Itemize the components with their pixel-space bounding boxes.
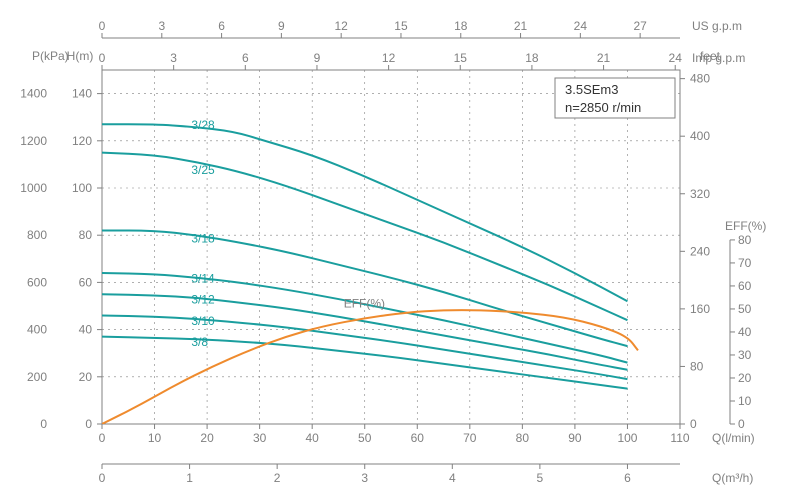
x-tick-imp: 21 (597, 51, 611, 65)
curve-label: 3/28 (191, 118, 215, 132)
x-tick-imp: 18 (525, 51, 539, 65)
y-label-hm: H(m) (67, 49, 94, 63)
y-tick-feet: 0 (690, 417, 697, 431)
y-tick-kpa: 1400 (20, 87, 47, 101)
y-label-eff: EFF(%) (725, 219, 766, 233)
x-tick-qlmin: 0 (99, 431, 106, 445)
x-tick-m3h: 3 (361, 471, 368, 485)
x-tick-qlmin: 80 (516, 431, 530, 445)
x-tick-m3h: 0 (99, 471, 106, 485)
y-label-kpa: P(kPa) (32, 49, 69, 63)
y-tick-feet: 480 (690, 72, 710, 86)
x-tick-us: 12 (334, 19, 348, 33)
y-tick-eff: 80 (738, 233, 752, 247)
y-tick-hm: 40 (79, 323, 93, 337)
y-tick-eff: 10 (738, 394, 752, 408)
x-tick-us: 3 (158, 19, 165, 33)
x-tick-m3h: 5 (537, 471, 544, 485)
x-tick-imp: 0 (99, 51, 106, 65)
x-tick-imp: 15 (454, 51, 468, 65)
y-tick-feet: 240 (690, 244, 710, 258)
x-tick-us: 24 (574, 19, 588, 33)
curve-label: 3/18 (191, 231, 215, 245)
pump-performance-chart: 0102030405060708090100110Q(l/min)0204060… (0, 0, 800, 503)
y-tick-hm: 80 (79, 228, 93, 242)
y-tick-eff: 60 (738, 279, 752, 293)
x-tick-imp: 12 (382, 51, 396, 65)
y-tick-kpa: 1200 (20, 134, 47, 148)
x-tick-imp: 9 (314, 51, 321, 65)
x-tick-qlmin: 50 (358, 431, 372, 445)
y-tick-eff: 0 (738, 417, 745, 431)
y-tick-hm: 60 (79, 275, 93, 289)
x-tick-qlmin: 40 (306, 431, 320, 445)
y-tick-hm: 100 (72, 181, 92, 195)
y-tick-kpa: 1000 (20, 181, 47, 195)
x-tick-qlmin: 20 (200, 431, 214, 445)
x-tick-imp: 24 (669, 51, 683, 65)
x-tick-us: 9 (278, 19, 285, 33)
x-tick-qlmin: 30 (253, 431, 267, 445)
x-tick-qlmin: 90 (568, 431, 582, 445)
y-tick-eff: 40 (738, 325, 752, 339)
y-tick-feet: 160 (690, 302, 710, 316)
x-tick-us: 15 (394, 19, 408, 33)
x-tick-us: 18 (454, 19, 468, 33)
x-tick-imp: 6 (242, 51, 249, 65)
y-tick-kpa: 400 (27, 323, 47, 337)
y-tick-kpa: 600 (27, 275, 47, 289)
x-label-imp: Imp g.p.m (692, 51, 745, 65)
x-tick-us: 0 (99, 19, 106, 33)
y-tick-kpa: 200 (27, 370, 47, 384)
y-tick-eff: 50 (738, 302, 752, 316)
x-tick-m3h: 6 (624, 471, 631, 485)
x-tick-m3h: 4 (449, 471, 456, 485)
curve-label: 3/10 (191, 314, 215, 328)
y-tick-eff: 70 (738, 256, 752, 270)
y-tick-feet: 400 (690, 129, 710, 143)
y-tick-eff: 30 (738, 348, 752, 362)
y-tick-hm: 120 (72, 134, 92, 148)
y-tick-hm: 140 (72, 87, 92, 101)
y-tick-feet: 80 (690, 359, 704, 373)
x-tick-qlmin: 100 (617, 431, 637, 445)
x-tick-us: 27 (633, 19, 647, 33)
curve-label: 3/12 (191, 293, 215, 307)
x-tick-qlmin: 110 (670, 431, 689, 445)
x-tick-us: 6 (218, 19, 225, 33)
y-tick-hm: 0 (85, 417, 92, 431)
y-tick-feet: 320 (690, 187, 710, 201)
head-curve (102, 153, 627, 321)
curve-label: 3/25 (191, 163, 215, 177)
x-label-m3h: Q(m³/h) (712, 471, 753, 485)
x-tick-qlmin: 60 (411, 431, 425, 445)
x-tick-m3h: 2 (274, 471, 281, 485)
x-tick-imp: 3 (170, 51, 177, 65)
y-tick-eff: 20 (738, 371, 752, 385)
x-tick-m3h: 1 (186, 471, 193, 485)
x-label-us: US g.p.m (692, 19, 742, 33)
curve-label: 3/8 (191, 335, 208, 349)
x-tick-qlmin: 10 (148, 431, 162, 445)
eff-label: EFF(%) (344, 296, 385, 310)
title-line: 3.5SEm3 (565, 82, 618, 97)
plot-area (102, 70, 680, 424)
curve-label: 3/14 (191, 271, 215, 285)
x-tick-us: 21 (514, 19, 528, 33)
title-line: n=2850 r/min (565, 100, 641, 115)
y-tick-kpa: 800 (27, 228, 47, 242)
y-tick-hm: 20 (79, 370, 93, 384)
x-tick-qlmin: 70 (463, 431, 477, 445)
x-label-qlmin: Q(l/min) (712, 431, 755, 445)
y-tick-kpa: 0 (40, 417, 47, 431)
